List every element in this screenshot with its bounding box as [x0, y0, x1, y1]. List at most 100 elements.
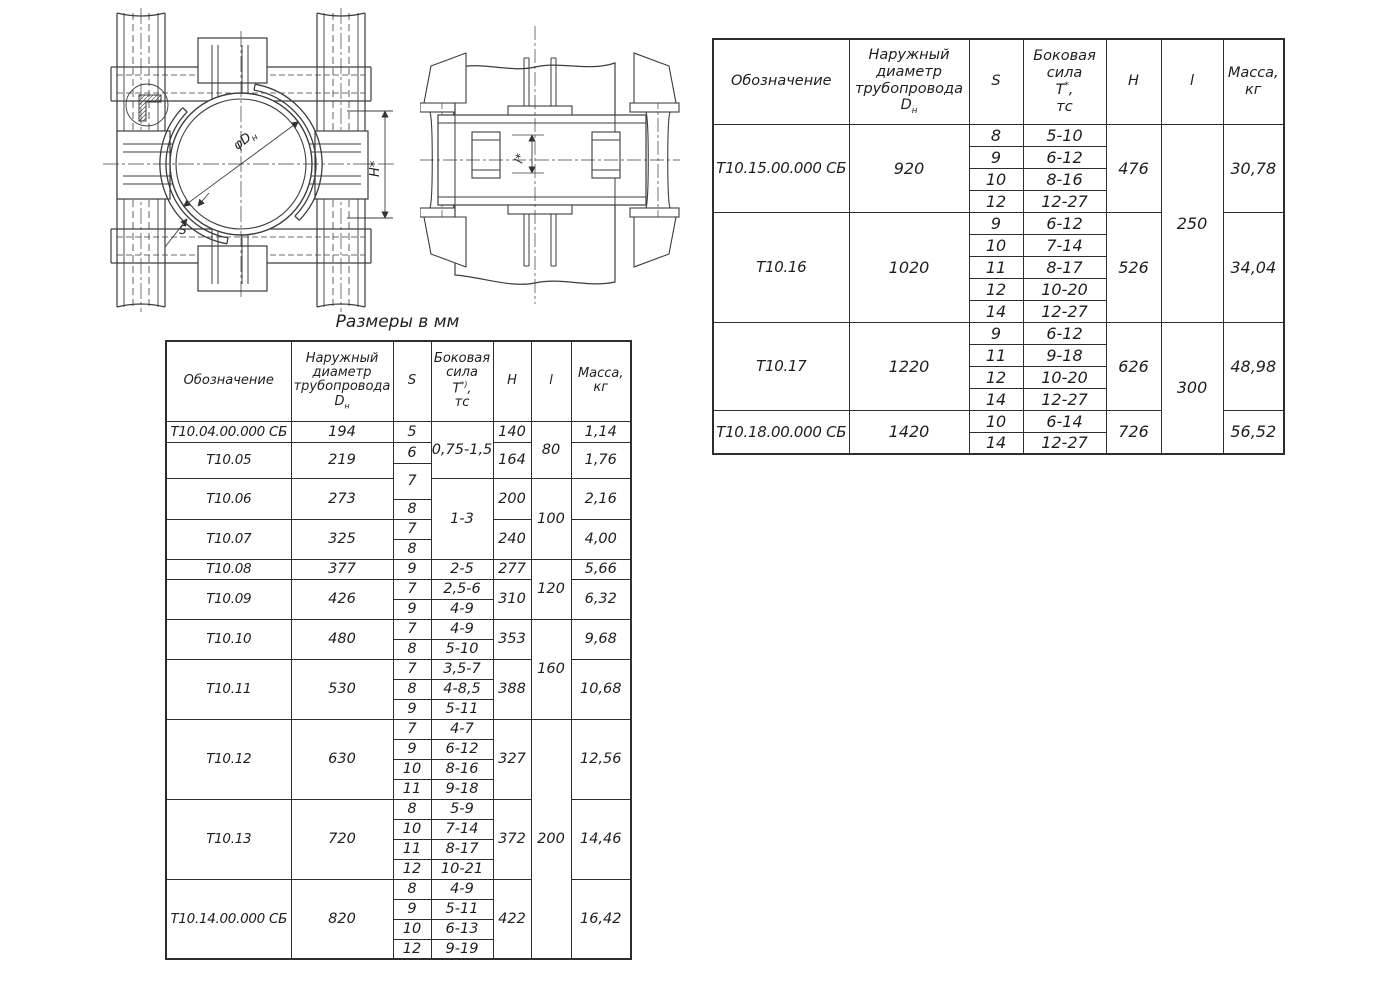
cell-s: 7	[392, 462, 432, 500]
cell-force: 4-9	[430, 878, 494, 900]
cell-mass: 6,32	[570, 578, 632, 620]
cell-s: 14	[968, 387, 1024, 411]
dim-h: H*	[347, 110, 393, 219]
cell-s: 11	[968, 343, 1024, 367]
col-header-h: H	[1105, 38, 1162, 125]
cell-diameter: 1020	[848, 211, 970, 323]
cell-force: 1-3	[430, 477, 494, 560]
cell-diameter: 480	[290, 618, 394, 660]
cell-l: 80	[530, 420, 572, 479]
col-header-designation: Обозначение	[165, 340, 292, 422]
cell-diameter: 194	[290, 420, 394, 443]
cell-mass: 34,04	[1222, 211, 1285, 323]
col-header-outer-diameter: Наружный диаметр трубопровода Dн	[290, 340, 394, 422]
cell-s: 11	[392, 778, 432, 800]
cell-diameter: 273	[290, 477, 394, 520]
top-bracket	[197, 37, 268, 113]
cell-s: 9	[392, 558, 432, 580]
cell-designation: Т10.12	[165, 718, 292, 800]
cell-force: 10-20	[1022, 277, 1107, 301]
cell-force: 12-27	[1022, 299, 1107, 323]
cell-s: 10	[392, 818, 432, 840]
cell-h: 164	[492, 441, 532, 479]
cell-s: 9	[392, 598, 432, 620]
cell-force: 8-17	[1022, 255, 1107, 279]
cell-h: 277	[492, 558, 532, 580]
cell-l: 120	[530, 558, 572, 620]
cell-mass: 4,00	[570, 518, 632, 560]
cell-force: 5-10	[1022, 123, 1107, 147]
cell-mass: 30,78	[1222, 123, 1285, 213]
cell-diameter: 720	[290, 798, 394, 880]
cell-force: 4-9	[430, 598, 494, 620]
size-note: Размеры в мм	[335, 312, 460, 332]
front-view-drawing: φDн S H*	[103, 8, 395, 312]
cell-force: 6-12	[1022, 211, 1107, 235]
cell-l: 250	[1160, 123, 1224, 323]
cell-force: 5-9	[430, 798, 494, 820]
cell-s: 10	[392, 918, 432, 940]
cell-diameter: 325	[290, 518, 394, 560]
cell-designation: Т10.06	[165, 477, 292, 520]
cell-diameter: 820	[290, 878, 394, 960]
cell-h: 476	[1105, 123, 1162, 213]
cell-designation: Т10.05	[165, 441, 292, 479]
cell-designation: Т10.17	[712, 321, 850, 411]
cell-force: 8-16	[1022, 167, 1107, 191]
cell-diameter: 920	[848, 123, 970, 213]
cell-s: 9	[392, 738, 432, 760]
cell-diameter: 630	[290, 718, 394, 800]
cell-l: 160	[530, 618, 572, 720]
cell-force: 2,5-6	[430, 578, 494, 600]
col-header-s: S	[968, 38, 1024, 125]
cell-designation: Т10.18.00.000 СБ	[712, 409, 850, 455]
cell-mass: 1,14	[570, 420, 632, 443]
cell-designation: Т10.11	[165, 658, 292, 720]
cell-force: 9-19	[430, 938, 494, 960]
cell-diameter: 377	[290, 558, 394, 580]
cell-mass: 48,98	[1222, 321, 1285, 411]
cell-designation: Т10.04.00.000 СБ	[165, 420, 292, 443]
col-header-mass: Масса, кг	[570, 340, 632, 422]
cell-s: 9	[392, 698, 432, 720]
cell-designation: Т10.07	[165, 518, 292, 560]
cell-force: 6-13	[430, 918, 494, 940]
col-header-h: H	[492, 340, 532, 422]
cell-s: 8	[392, 878, 432, 900]
left-dimensions-table: Обозначение Наружный диаметр трубопровод…	[165, 340, 632, 960]
cell-h: 388	[492, 658, 532, 720]
cell-force: 5-11	[430, 698, 494, 720]
cell-mass: 16,42	[570, 878, 632, 960]
cell-l: 100	[530, 477, 572, 560]
bottom-bracket	[197, 217, 268, 292]
cell-designation: Т10.14.00.000 СБ	[165, 878, 292, 960]
cell-s: 10	[392, 758, 432, 780]
cell-diameter: 426	[290, 578, 394, 620]
cell-force: 2-5	[430, 558, 494, 580]
cell-force: 12-27	[1022, 189, 1107, 213]
cell-s: 7	[392, 658, 432, 680]
cell-s: 10	[968, 167, 1024, 191]
cell-s: 10	[968, 409, 1024, 433]
gussets	[423, 52, 677, 268]
col-header-outer-diameter: Наружный диаметр трубопровода Dн	[848, 38, 970, 125]
cell-h: 353	[492, 618, 532, 660]
cell-s: 12	[392, 858, 432, 880]
col-header-l: l	[1160, 38, 1224, 125]
cell-s: 11	[968, 255, 1024, 279]
cell-force: 6-14	[1022, 409, 1107, 433]
cell-mass: 9,68	[570, 618, 632, 660]
dim-s: S	[164, 192, 210, 248]
cell-s: 7	[392, 718, 432, 740]
cell-mass: 1,76	[570, 441, 632, 479]
col-header-side-force: Боковая сила Т*), тс	[430, 340, 494, 422]
col-header-s: S	[392, 340, 432, 422]
cell-s: 12	[968, 365, 1024, 389]
cell-force: 8-16	[430, 758, 494, 780]
cell-force: 5-11	[430, 898, 494, 920]
clamp-arc-lower-left	[159, 107, 229, 245]
col-header-mass: Масса, кг	[1222, 38, 1285, 125]
centerlines	[420, 26, 680, 304]
cell-designation: Т10.10	[165, 618, 292, 660]
